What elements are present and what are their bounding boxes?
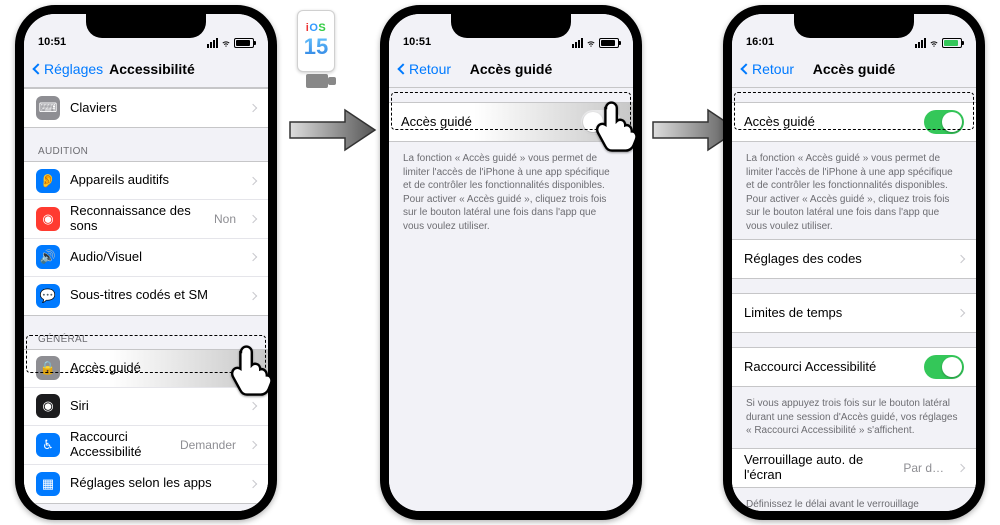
hand-pointer-icon (585, 96, 645, 161)
back-button[interactable]: Réglages (34, 61, 103, 77)
navbar: Retour Accès guidé (389, 50, 633, 88)
phone-2-acces-guide-off: 10:51 Retour Accès guidé Accès guidé La … (380, 5, 642, 520)
arrow-icon (285, 105, 380, 155)
battery-icon (599, 38, 619, 48)
notch (451, 14, 571, 38)
signal-icon (915, 38, 926, 48)
row-label: Appareils auditifs (70, 173, 240, 188)
audio-icon: 🔊 (36, 245, 60, 269)
ios-version: 15 (304, 34, 328, 60)
chevron-right-icon (249, 104, 257, 112)
apps-icon: ▦ (36, 472, 60, 496)
toggle-on[interactable] (924, 355, 964, 379)
back-button[interactable]: Retour (742, 61, 794, 77)
row-raccourci-accessibilite[interactable]: Raccourci Accessibilité (732, 348, 976, 386)
row-sous-titres[interactable]: 💬 Sous-titres codés et SM (24, 277, 268, 315)
chevron-right-icon (249, 292, 257, 300)
content: ⌨︎ Claviers AUDITION 👂 Appareils auditif… (24, 88, 268, 511)
lock-icon: 🔒 (36, 356, 60, 380)
row-label: Réglages selon les apps (70, 476, 240, 491)
row-label: Accès guidé (401, 115, 571, 130)
ios-15-badge: iOS 15 (297, 10, 335, 72)
chevron-right-icon (249, 253, 257, 261)
chevron-right-icon (957, 255, 965, 263)
footer-description: Si vous appuyez trois fois sur le bouton… (732, 391, 976, 448)
row-label: Verrouillage auto. de l'écran (744, 453, 893, 483)
chevron-left-icon (397, 63, 408, 74)
content: Accès guidé La fonction « Accès guidé » … (732, 88, 976, 511)
ear-icon: 👂 (36, 169, 60, 193)
chevron-right-icon (249, 441, 257, 449)
section-header-audition: AUDITION (24, 132, 268, 161)
row-label: Audio/Visuel (70, 250, 240, 265)
notch (794, 14, 914, 38)
wifi-icon (585, 38, 597, 48)
row-reglages-apps[interactable]: ▦ Réglages selon les apps (24, 465, 268, 503)
row-label: Siri (70, 399, 240, 414)
row-label: Reconnaissance des sons (70, 204, 204, 234)
back-button[interactable]: Retour (399, 61, 451, 77)
chevron-right-icon (957, 463, 965, 471)
row-value: Par d… (903, 461, 944, 475)
back-label: Réglages (44, 61, 103, 77)
navbar: Retour Accès guidé (732, 50, 976, 88)
ios-label: iOS (306, 22, 326, 34)
row-raccourci-accessibilite[interactable]: ♿︎ Raccourci Accessibilité Demander (24, 426, 268, 465)
page-title: Accessibilité (109, 61, 195, 77)
row-label: Raccourci Accessibilité (70, 430, 170, 460)
chevron-right-icon (249, 215, 257, 223)
battery-icon (234, 38, 254, 48)
phone-1-accessibilite: 10:51 Réglages Accessibilité ⌨︎ Claviers… (15, 5, 277, 520)
row-label: Sous-titres codés et SM (70, 288, 240, 303)
row-value: Non (214, 212, 236, 226)
wifi-icon (220, 38, 232, 48)
chevron-left-icon (740, 63, 751, 74)
row-verrouillage-auto[interactable]: Verrouillage auto. de l'écran Par d… (732, 449, 976, 487)
row-label: Limites de temps (744, 306, 948, 321)
notch (86, 14, 206, 38)
navbar: Réglages Accessibilité (24, 50, 268, 88)
battery-charging-icon (942, 38, 962, 48)
row-audio-visuel[interactable]: 🔊 Audio/Visuel (24, 239, 268, 277)
row-limites-temps[interactable]: Limites de temps (732, 294, 976, 332)
chevron-left-icon (32, 63, 43, 74)
footer-description: La fonction « Accès guidé » vous permet … (732, 146, 976, 239)
status-time: 10:51 (403, 36, 431, 48)
row-reconnaissance-sons[interactable]: ◉ Reconnaissance des sons Non (24, 200, 268, 239)
row-label: Accès guidé (70, 361, 240, 376)
toggle-on[interactable] (924, 110, 964, 134)
row-label: Raccourci Accessibilité (744, 360, 914, 375)
row-reglages-codes[interactable]: Réglages des codes (732, 240, 976, 278)
phone-3-acces-guide-on: 16:01 Retour Accès guidé Accès guidé La … (723, 5, 985, 520)
row-label: Claviers (70, 101, 240, 116)
row-label: Réglages des codes (744, 252, 948, 267)
row-claviers[interactable]: ⌨︎ Claviers (24, 89, 268, 127)
chevron-right-icon (249, 176, 257, 184)
back-label: Retour (752, 61, 794, 77)
chevron-right-icon (957, 309, 965, 317)
footer-description: Définissez le délai avant le verrouillag… (732, 492, 976, 512)
sound-icon: ◉ (36, 207, 60, 231)
connector-icon (306, 74, 328, 88)
signal-icon (207, 38, 218, 48)
status-time: 10:51 (38, 36, 66, 48)
signal-icon (572, 38, 583, 48)
back-label: Retour (409, 61, 451, 77)
subtitles-icon: 💬 (36, 284, 60, 308)
row-value: Demander (180, 438, 236, 452)
keyboard-icon: ⌨︎ (36, 96, 60, 120)
row-appareils-auditifs[interactable]: 👂 Appareils auditifs (24, 162, 268, 200)
status-time: 16:01 (746, 36, 774, 48)
hand-pointer-icon (220, 340, 280, 405)
chevron-right-icon (249, 480, 257, 488)
row-acces-guide-toggle[interactable]: Accès guidé (732, 103, 976, 141)
accessibility-icon: ♿︎ (36, 433, 60, 457)
wifi-icon (928, 38, 940, 48)
row-label: Accès guidé (744, 115, 914, 130)
siri-icon: ◉ (36, 394, 60, 418)
